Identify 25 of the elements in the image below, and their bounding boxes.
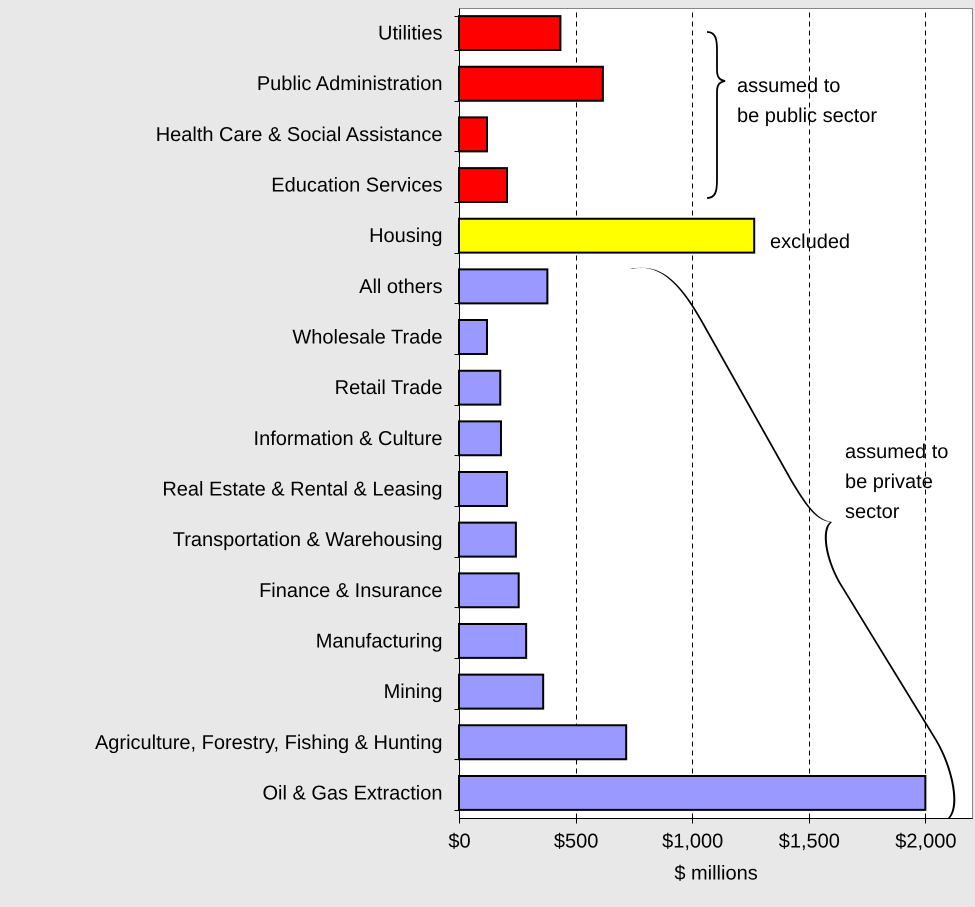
y-tick-label: Information & Culture <box>254 428 442 450</box>
y-tick-label: Wholesale Trade <box>292 326 442 349</box>
x-tick-label: $1,000 <box>662 830 724 852</box>
y-tick-label: Retail Trade <box>334 377 442 400</box>
y-tick-label: Mining <box>384 681 442 704</box>
x-tick-label: $2,000 <box>895 830 956 852</box>
y-tick-label: Real Estate & Rental & Leasing <box>162 478 442 500</box>
y-tick-label: Transportation & Warehousing <box>172 529 442 552</box>
annotation: assumed to be public sector <box>737 75 878 127</box>
y-tick-label: Housing <box>369 225 442 248</box>
y-tick-label: Utilities <box>378 22 442 45</box>
x-tick-label: $500 <box>554 830 598 852</box>
y-tick-label: Education Services <box>271 174 442 197</box>
y-tick-label: Public Administration <box>256 73 442 96</box>
x-tick-label: $0 <box>448 830 471 852</box>
y-tick-label: Oil & Gas Extraction <box>262 782 442 804</box>
x-tick-label: $1,500 <box>778 830 840 852</box>
y-tick-label: Agriculture, Forestry, Fishing & Hunting <box>94 732 442 754</box>
y-tick-label: Manufacturing <box>316 630 442 652</box>
y-tick-label: All others <box>359 276 442 298</box>
y-tick-label: Finance & Insurance <box>259 580 442 602</box>
annotation: excluded <box>770 231 850 253</box>
annotation: assumed to be private sector <box>845 441 948 523</box>
y-tick-label: Health Care & Social Assistance <box>156 124 442 146</box>
x-axis-title: $ millions <box>674 862 758 884</box>
